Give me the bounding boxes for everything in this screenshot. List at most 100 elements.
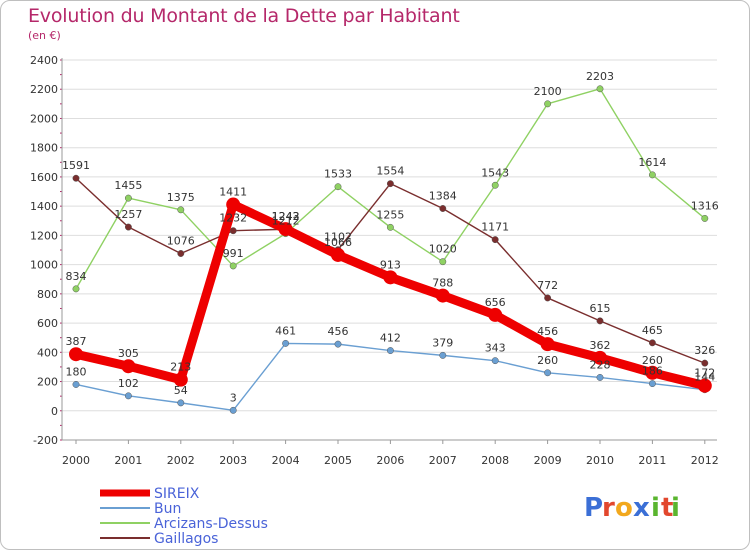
data-label: 3 — [230, 391, 237, 404]
data-point — [173, 372, 188, 387]
data-point — [593, 350, 607, 365]
data-label: 1102 — [324, 231, 352, 244]
gridlines — [62, 59, 717, 441]
x-tick-label: 2002 — [167, 454, 195, 467]
legend-label: Bun — [154, 501, 181, 517]
x-tick-label: 2010 — [586, 454, 614, 467]
data-label: 1591 — [62, 159, 90, 172]
data-point — [177, 399, 185, 407]
x-tick-label: 2012 — [691, 454, 719, 467]
data-point — [386, 223, 394, 231]
data-point — [282, 339, 290, 347]
data-label: 228 — [590, 358, 611, 371]
x-tick-label: 2008 — [481, 454, 509, 467]
data-point — [72, 174, 80, 182]
x-tick-label: 2000 — [62, 454, 90, 467]
x-tick-label: 2007 — [429, 454, 457, 467]
data-point — [226, 197, 241, 212]
y-tick-label: 400 — [37, 346, 58, 359]
legend-label: Arcizans-Dessus — [154, 516, 268, 532]
y-tick-label: 2400 — [30, 54, 58, 67]
data-label: 260 — [642, 354, 663, 367]
data-point — [72, 381, 80, 388]
data-label: 1533 — [324, 168, 352, 181]
data-label: 656 — [485, 296, 506, 309]
data-point — [596, 85, 604, 93]
y-tick-label: 200 — [37, 376, 58, 389]
data-point — [648, 380, 656, 388]
data-label: 260 — [537, 354, 558, 367]
data-label: 788 — [432, 277, 453, 290]
data-label: 1384 — [429, 189, 457, 202]
data-label: 343 — [485, 342, 506, 355]
data-label: 1242 — [272, 210, 300, 223]
data-point — [383, 270, 398, 285]
data-label: 2100 — [534, 85, 562, 98]
logo-letter: i — [671, 493, 680, 523]
proxiti-logo: Pr o x i ti — [584, 493, 680, 523]
y-tick-label: 0 — [51, 405, 58, 418]
data-point — [540, 337, 555, 352]
data-label: 54 — [174, 384, 188, 397]
logo-letter: t — [661, 493, 673, 523]
data-label: 1455 — [114, 179, 142, 192]
logo-letter: x — [633, 493, 650, 523]
data-point — [491, 181, 499, 189]
data-label: 1316 — [691, 199, 719, 212]
data-label: 2203 — [586, 70, 614, 83]
data-label: 305 — [118, 347, 139, 360]
data-point — [386, 180, 394, 188]
chart-title: Evolution du Montant de la Dette par Hab… — [28, 5, 460, 27]
data-point — [596, 373, 604, 381]
data-point — [491, 357, 499, 365]
data-label: 1257 — [114, 208, 142, 221]
data-label: 186 — [642, 365, 663, 378]
data-point — [544, 369, 552, 377]
data-point — [334, 340, 342, 348]
data-point — [278, 222, 293, 237]
data-label: 1543 — [481, 166, 509, 179]
data-point — [124, 194, 132, 202]
data-point — [177, 250, 185, 257]
data-label: 1614 — [638, 156, 666, 169]
data-point — [488, 307, 503, 322]
data-point — [645, 365, 660, 380]
data-point — [544, 100, 552, 108]
data-point — [439, 351, 447, 359]
logo-letter: i — [651, 493, 660, 523]
data-label: 615 — [590, 302, 611, 315]
x-tick-label: 2001 — [114, 454, 142, 467]
y-tick-label: 1800 — [30, 142, 58, 155]
logo-letter: o — [615, 493, 633, 523]
data-point — [491, 236, 499, 244]
data-label: 362 — [590, 339, 611, 352]
data-label: 379 — [432, 336, 453, 349]
data-label: 1255 — [376, 208, 404, 221]
x-tick-label: 2011 — [638, 454, 666, 467]
x-tick-label: 2009 — [534, 454, 562, 467]
y-tick-label: 600 — [37, 317, 58, 330]
data-label: 1243 — [272, 210, 300, 223]
y-tick-label: 1200 — [30, 229, 58, 242]
data-point — [177, 206, 185, 214]
y-tick-label: 2200 — [30, 83, 58, 96]
data-label: 1554 — [376, 165, 404, 178]
y-tick-label: 1400 — [30, 200, 58, 213]
data-label: 1212 — [272, 215, 300, 228]
x-tick-label: 2005 — [324, 454, 352, 467]
data-point — [648, 339, 656, 347]
y-tick-label: 1600 — [30, 171, 58, 184]
data-point — [229, 262, 237, 270]
data-point — [435, 288, 450, 303]
x-tick-label: 2004 — [272, 454, 300, 467]
data-point — [648, 171, 656, 179]
data-point — [124, 223, 132, 231]
y-tick-label: -200 — [33, 434, 58, 447]
data-point — [596, 317, 604, 325]
logo-letter: P — [584, 493, 603, 523]
data-point — [544, 294, 552, 302]
data-label: 1375 — [167, 191, 195, 204]
data-point — [72, 285, 80, 293]
legend-label: SIREIX — [154, 486, 200, 502]
